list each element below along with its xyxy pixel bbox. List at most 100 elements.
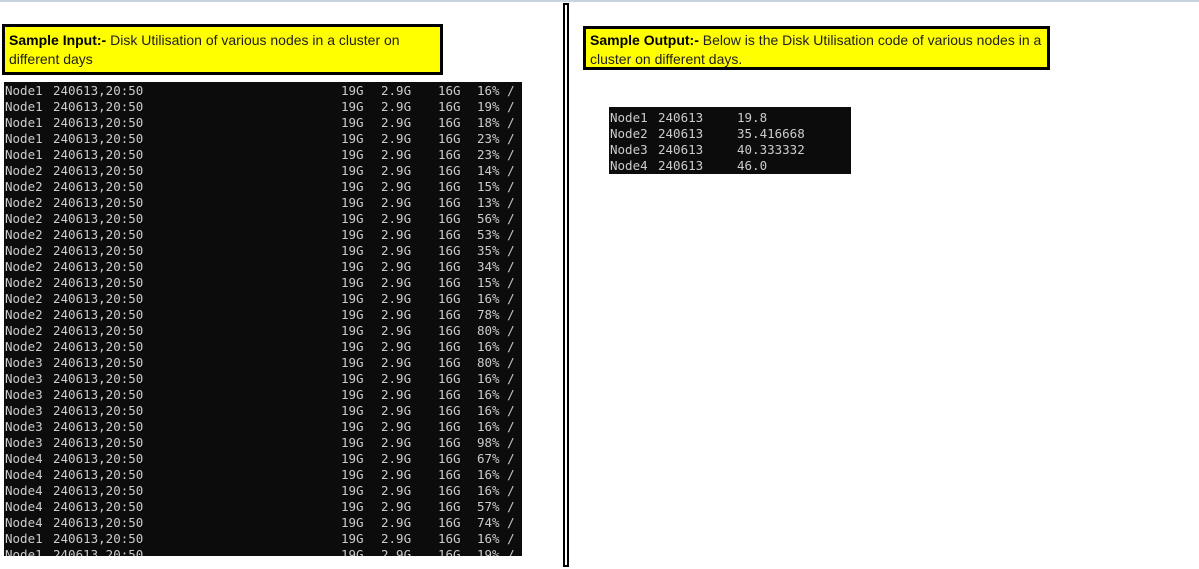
disk-used: 2.9G (381, 419, 412, 434)
input-row: Node1 240613,20:50 19G 2.9G 16G 19% / (4, 99, 522, 115)
disk-available: 16G (438, 451, 461, 466)
disk-available: 16G (438, 339, 461, 354)
disk-available: 16G (438, 435, 461, 450)
disk-use-percent: 57% / (477, 499, 515, 514)
disk-size: 19G (341, 339, 364, 354)
node-name: Node3 (5, 371, 43, 386)
node-name: Node1 (5, 115, 43, 130)
disk-available: 16G (438, 419, 461, 434)
node-name: Node4 (5, 467, 43, 482)
disk-size: 19G (341, 83, 364, 98)
node-name: Node1 (5, 547, 43, 556)
disk-use-percent: 56% / (477, 211, 515, 226)
timestamp: 240613,20:50 (53, 323, 144, 338)
node-name: Node1 (5, 131, 43, 146)
node-name: Node4 (5, 499, 43, 514)
date: 240613 (658, 142, 704, 157)
disk-use-percent: 16% / (477, 339, 515, 354)
input-terminal: Node1 240613,20:50 19G 2.9G 16G 16% / Node1 240… (4, 82, 522, 556)
disk-size: 19G (341, 355, 364, 370)
node-name: Node1 (5, 83, 43, 98)
node-name: Node2 (5, 259, 43, 274)
disk-size: 19G (341, 307, 364, 322)
disk-size: 19G (341, 243, 364, 258)
timestamp: 240613,20:50 (53, 131, 144, 146)
disk-use-percent: 35% / (477, 243, 515, 258)
timestamp: 240613,20:50 (53, 419, 144, 434)
disk-used: 2.9G (381, 147, 412, 162)
input-row: Node1 240613,20:50 19G 2.9G 16G 23% / (4, 131, 522, 147)
node-name: Node3 (5, 435, 43, 450)
output-row: Node4 240613 46.0 (609, 158, 851, 174)
input-row: Node2 240613,20:50 19G 2.9G 16G 13% / (4, 195, 522, 211)
input-row: Node4 240613,20:50 19G 2.9G 16G 16% / (4, 483, 522, 499)
disk-available: 16G (438, 115, 461, 130)
disk-used: 2.9G (381, 355, 412, 370)
disk-use-percent: 80% / (477, 355, 515, 370)
disk-available: 16G (438, 259, 461, 274)
disk-available: 16G (438, 291, 461, 306)
disk-available: 16G (438, 179, 461, 194)
disk-size: 19G (341, 547, 364, 556)
input-row: Node3 240613,20:50 19G 2.9G 16G 80% / (4, 355, 522, 371)
disk-used: 2.9G (381, 339, 412, 354)
input-row: Node4 240613,20:50 19G 2.9G 16G 74% / (4, 515, 522, 531)
node-name: Node1 (5, 99, 43, 114)
disk-size: 19G (341, 323, 364, 338)
timestamp: 240613,20:50 (53, 179, 144, 194)
disk-use-percent: 16% / (477, 467, 515, 482)
timestamp: 240613,20:50 (53, 291, 144, 306)
node-name: Node2 (5, 307, 43, 322)
disk-use-percent: 16% / (477, 419, 515, 434)
timestamp: 240613,20:50 (53, 147, 144, 162)
disk-used: 2.9G (381, 83, 412, 98)
disk-available: 16G (438, 83, 461, 98)
disk-size: 19G (341, 451, 364, 466)
disk-used: 2.9G (381, 451, 412, 466)
node-name: Node2 (5, 179, 43, 194)
node-name: Node2 (5, 323, 43, 338)
disk-size: 19G (341, 99, 364, 114)
disk-used: 2.9G (381, 547, 412, 556)
sample-input-callout: Sample Input:- Disk Utilisation of vario… (2, 24, 443, 75)
disk-available: 16G (438, 243, 461, 258)
input-row: Node2 240613,20:50 19G 2.9G 16G 16% / (4, 291, 522, 307)
input-row: Node2 240613,20:50 19G 2.9G 16G 15% / (4, 179, 522, 195)
node-name: Node3 (5, 387, 43, 402)
disk-use-percent: 15% / (477, 275, 515, 290)
input-row: Node3 240613,20:50 19G 2.9G 16G 16% / (4, 403, 522, 419)
disk-size: 19G (341, 435, 364, 450)
disk-used: 2.9G (381, 403, 412, 418)
input-row: Node2 240613,20:50 19G 2.9G 16G 78% / (4, 307, 522, 323)
disk-use-percent: 16% / (477, 387, 515, 402)
disk-available: 16G (438, 387, 461, 402)
disk-use-percent: 16% / (477, 83, 515, 98)
timestamp: 240613,20:50 (53, 163, 144, 178)
disk-used: 2.9G (381, 227, 412, 242)
node-name: Node1 (5, 531, 43, 546)
timestamp: 240613,20:50 (53, 483, 144, 498)
input-row: Node2 240613,20:50 19G 2.9G 16G 80% / (4, 323, 522, 339)
input-row: Node3 240613,20:50 19G 2.9G 16G 16% / (4, 419, 522, 435)
input-row: Node4 240613,20:50 19G 2.9G 16G 67% / (4, 451, 522, 467)
sample-output-callout: Sample Output:- Below is the Disk Utilis… (583, 26, 1050, 70)
disk-size: 19G (341, 147, 364, 162)
disk-use-percent: 34% / (477, 259, 515, 274)
node-name: Node3 (610, 142, 648, 157)
disk-size: 19G (341, 259, 364, 274)
average-utilisation: 19.8 (737, 110, 768, 125)
output-row: Node2 240613 35.416668 (609, 126, 851, 142)
disk-used: 2.9G (381, 131, 412, 146)
disk-used: 2.9G (381, 99, 412, 114)
disk-size: 19G (341, 179, 364, 194)
disk-use-percent: 98% / (477, 435, 515, 450)
input-row: Node3 240613,20:50 19G 2.9G 16G 98% / (4, 435, 522, 451)
node-name: Node1 (5, 147, 43, 162)
sample-input-text: Disk Utilisation of various nodes in a c… (9, 32, 400, 67)
timestamp: 240613,20:50 (53, 435, 144, 450)
panel-divider (563, 3, 569, 567)
disk-size: 19G (341, 387, 364, 402)
input-row: Node2 240613,20:50 19G 2.9G 16G 56% / (4, 211, 522, 227)
disk-used: 2.9G (381, 435, 412, 450)
node-name: Node4 (5, 483, 43, 498)
